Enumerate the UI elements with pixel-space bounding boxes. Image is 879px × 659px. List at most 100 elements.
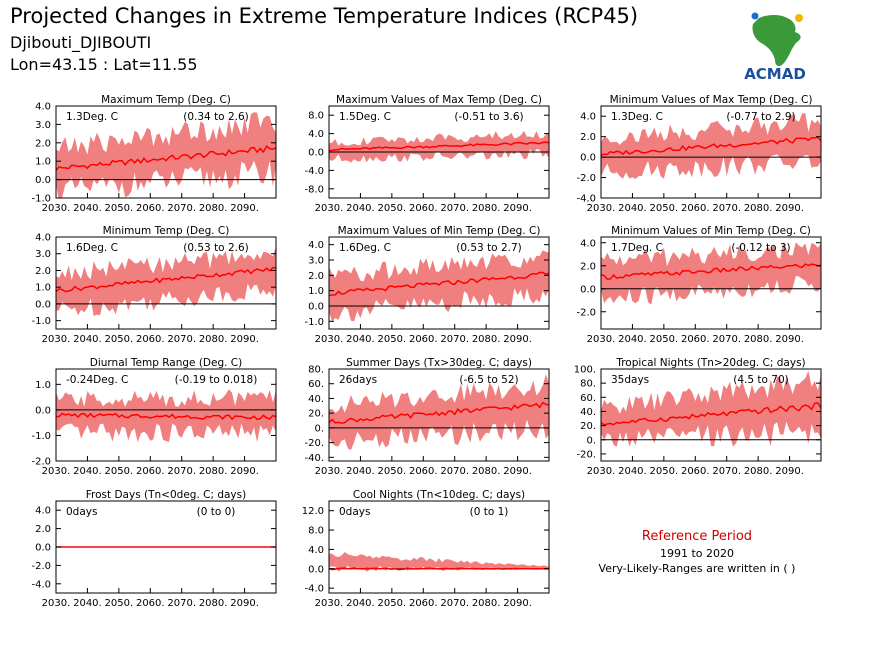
y-tick-label: 40. xyxy=(580,407,596,418)
coordinates-label: Lon=43.15 : Lat=11.55 xyxy=(10,55,198,74)
y-tick-label: 0. xyxy=(586,435,596,446)
range-label: (-0.12 to 3) xyxy=(731,242,790,254)
x-tick-label: 2090. xyxy=(503,598,532,609)
x-tick-label: 2050. xyxy=(105,466,134,477)
x-tick-label: 2070. xyxy=(167,203,196,214)
y-tick-label: 0. xyxy=(314,423,324,434)
y-tick-label: 2.0 xyxy=(35,138,51,149)
y-tick-label: -8.0 xyxy=(304,184,324,195)
x-tick-label: 2050. xyxy=(378,598,407,609)
chart-title: Diurnal Temp Range (Deg. C) xyxy=(90,357,242,369)
plot-frame xyxy=(600,236,822,330)
chart-title: Minimum Temp (Deg. C) xyxy=(103,225,230,237)
x-tick-label: 2030. xyxy=(315,203,344,214)
reference-period-years: 1991 to 2020 xyxy=(659,547,735,560)
x-tick-label: 2040. xyxy=(618,203,647,214)
mean-change-label: 1.6Deg. C xyxy=(339,242,391,254)
mean-change-label: 35days xyxy=(611,374,649,386)
x-tick-label: 2080. xyxy=(472,334,501,345)
likely-range-band xyxy=(601,241,821,305)
x-tick-label: 2090. xyxy=(503,203,532,214)
x-tick-label: 2060. xyxy=(136,203,165,214)
likely-range-band xyxy=(329,130,549,163)
x-tick-label: 2060. xyxy=(681,466,710,477)
x-tick-label: 2040. xyxy=(346,334,375,345)
y-tick-label: 4.0 xyxy=(308,240,324,251)
plot-frame xyxy=(600,105,822,199)
x-tick-label: 2050. xyxy=(378,466,407,477)
reference-range-note: Very-Likely-Ranges are written in ( ) xyxy=(598,562,796,575)
y-tick-label: 40. xyxy=(308,394,324,405)
y-tick-label: 4.0 xyxy=(580,112,596,123)
likely-range-band xyxy=(329,552,549,572)
x-tick-label: 2050. xyxy=(650,334,679,345)
y-tick-label: 1.0 xyxy=(35,283,51,294)
ensemble-mean-line xyxy=(56,145,276,171)
ensemble-mean-line xyxy=(601,402,821,426)
x-tick-label: 2060. xyxy=(136,598,165,609)
x-tick-label: 2060. xyxy=(136,334,165,345)
chart-title: Maximum Values of Max Temp (Deg. C) xyxy=(336,94,542,106)
page-title: Projected Changes in Extreme Temperature… xyxy=(10,4,639,28)
x-tick-label: 2090. xyxy=(230,203,259,214)
y-tick-label: 4.0 xyxy=(580,238,596,249)
chart-title: Minimum Values of Max Temp (Deg. C) xyxy=(610,94,813,106)
plot-frame xyxy=(328,368,550,462)
likely-range-band xyxy=(329,374,549,450)
y-tick-label: -2.0 xyxy=(31,457,51,468)
y-tick-label: 0.0 xyxy=(35,175,51,186)
x-tick-label: 2090. xyxy=(775,466,804,477)
ensemble-mean-line xyxy=(329,401,549,424)
x-tick-label: 2070. xyxy=(440,466,469,477)
mean-change-label: 1.5Deg. C xyxy=(339,111,391,123)
y-tick-label: 3.0 xyxy=(35,120,51,131)
x-tick-label: 2090. xyxy=(503,466,532,477)
x-tick-label: 2030. xyxy=(42,203,71,214)
x-tick-label: 2030. xyxy=(42,466,71,477)
y-tick-label: -1.0 xyxy=(31,194,51,205)
range-label: (-0.51 to 3.6) xyxy=(454,111,523,123)
ensemble-mean-line xyxy=(329,271,549,297)
x-tick-label: 2030. xyxy=(315,598,344,609)
y-tick-label: 0.0 xyxy=(580,153,596,164)
ensemble-mean-line xyxy=(56,412,276,421)
mean-change-label: 1.3Deg. C xyxy=(66,111,118,123)
mean-change-label: 1.7Deg. C xyxy=(611,242,663,254)
x-tick-label: 2040. xyxy=(346,598,375,609)
logo-text: ACMAD xyxy=(744,65,806,83)
mean-change-label: 1.6Deg. C xyxy=(66,242,118,254)
x-tick-label: 2080. xyxy=(199,203,228,214)
mean-change-label: 1.3Deg. C xyxy=(611,111,663,123)
y-tick-label: 20. xyxy=(580,421,596,432)
x-tick-label: 2040. xyxy=(73,598,102,609)
x-tick-label: 2070. xyxy=(167,466,196,477)
y-tick-label: -20. xyxy=(576,449,596,460)
sun-icon xyxy=(795,14,803,22)
y-tick-label: 1.0 xyxy=(35,380,51,391)
chart-title: Cool Nights (Tn<10deg. C; days) xyxy=(353,489,525,501)
likely-range-band xyxy=(56,246,276,317)
x-tick-label: 2050. xyxy=(650,466,679,477)
y-tick-label: -2.0 xyxy=(576,307,596,318)
x-tick-label: 2090. xyxy=(230,334,259,345)
x-tick-label: 2090. xyxy=(230,598,259,609)
africa-map-icon xyxy=(752,15,801,67)
y-tick-label: 2.0 xyxy=(308,271,324,282)
x-tick-label: 2040. xyxy=(73,466,102,477)
x-tick-label: 2050. xyxy=(105,203,134,214)
mean-change-label: 0days xyxy=(339,506,370,518)
plot-frame xyxy=(328,236,550,330)
x-tick-label: 2030. xyxy=(42,598,71,609)
x-tick-label: 2030. xyxy=(587,203,616,214)
y-tick-label: -20. xyxy=(304,438,324,449)
y-tick-label: 60. xyxy=(308,379,324,390)
y-tick-label: 4.0 xyxy=(308,545,324,556)
y-tick-label: -4.0 xyxy=(304,584,324,595)
x-tick-label: 2030. xyxy=(42,334,71,345)
mean-change-label: -0.24Deg. C xyxy=(66,374,128,386)
chart-panel-7: -40. -20. 0. 20. 40. 60. 80. 2030. 2040. 2050. 206… xyxy=(304,357,550,477)
